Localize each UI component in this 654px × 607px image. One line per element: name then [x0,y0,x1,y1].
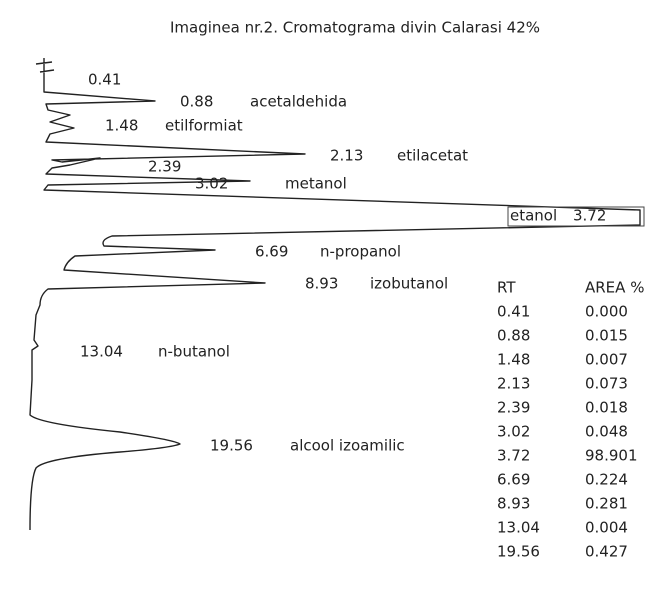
table-cell: 3.02 [497,423,530,441]
peak-name: acetaldehida [250,93,347,111]
peak-rt: 6.69 [255,243,288,261]
peak-name: etilformiat [165,117,243,135]
table-cell: 8.93 [497,495,530,513]
trace [29,58,641,531]
table-cell: 19.56 [497,543,540,561]
peak-name: izobutanol [370,275,448,293]
table-header: AREA % [585,279,644,297]
peak-name: n-butanol [158,343,230,361]
peak-rt: 2.13 [330,147,363,165]
table-cell: 0.015 [585,327,628,345]
table-cell: 0.427 [585,543,628,561]
table-cell: 0.048 [585,423,628,441]
table-cell: 0.224 [585,471,628,489]
table-cell: 3.72 [497,447,530,465]
table-cell: 2.13 [497,375,530,393]
table-header: RT [497,279,516,297]
table-cell: 13.04 [497,519,540,537]
title: Imaginea nr.2. Cromatograma divin Calara… [170,19,540,37]
table-cell: 6.69 [497,471,530,489]
table-cell: 0.41 [497,303,530,321]
peak-rt: 2.39 [148,158,181,176]
peak-name: metanol [285,175,347,193]
table-cell: 1.48 [497,351,530,369]
table-cell: 0.88 [497,327,530,345]
table-cell: 0.007 [585,351,628,369]
peak-rt: 8.93 [305,275,338,293]
table-cell: 0.000 [585,303,628,321]
table-cell: 0.073 [585,375,628,393]
peak-rt: 1.48 [105,117,138,135]
table-cell: 0.018 [585,399,628,417]
etanol-box [507,206,645,227]
peak-rt: 13.04 [80,343,123,361]
peak-name: n-propanol [320,243,401,261]
peak-name: etilacetat [397,147,468,165]
table-cell: 2.39 [497,399,530,417]
table-cell: 98.901 [585,447,638,465]
peak-rt: 3.72 [573,207,606,225]
peak-name: etanol [510,207,557,225]
peak-rt: 0.41 [88,71,121,89]
peak-rt: 0.88 [180,93,213,111]
table-cell: 0.281 [585,495,628,513]
table-cell: 0.004 [585,519,628,537]
peak-rt: 3.02 [195,175,228,193]
peak-rt: 19.56 [210,437,253,455]
peak-name: alcool izoamilic [290,437,405,455]
